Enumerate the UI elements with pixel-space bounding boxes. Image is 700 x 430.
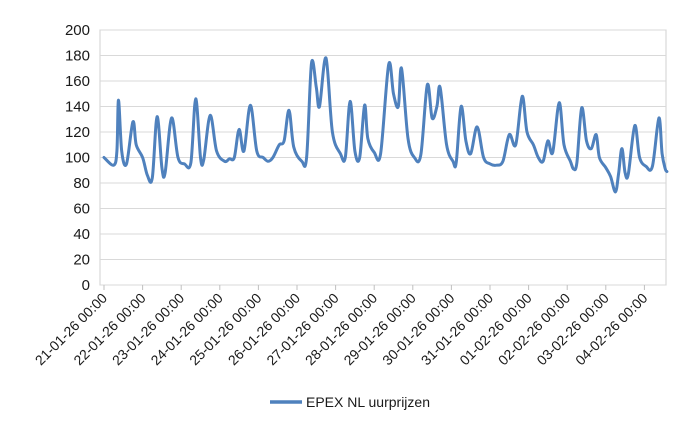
y-tick-label: 160 [65, 73, 90, 90]
gridlines [100, 29, 666, 286]
legend-label-epex: EPEX NL uurprijzen [306, 394, 430, 410]
legend: EPEX NL uurprijzen [270, 394, 430, 410]
y-tick-label: 140 [65, 99, 90, 116]
y-tick-label: 200 [65, 22, 90, 39]
y-tick-label: 120 [65, 124, 90, 141]
y-tick-label: 80 [73, 175, 90, 192]
y-tick-label: 20 [73, 252, 90, 269]
y-tick-label: 40 [73, 226, 90, 243]
y-tick-label: 100 [65, 150, 90, 167]
y-tick-label: 60 [73, 201, 90, 218]
y-tick-label: 0 [82, 277, 90, 294]
y-axis-ticks: 0 20 40 60 80 100 120 140 160 180 200 [65, 22, 90, 294]
series-group [102, 56, 669, 194]
series-line-epex [102, 56, 669, 194]
y-tick-label: 180 [65, 48, 90, 65]
